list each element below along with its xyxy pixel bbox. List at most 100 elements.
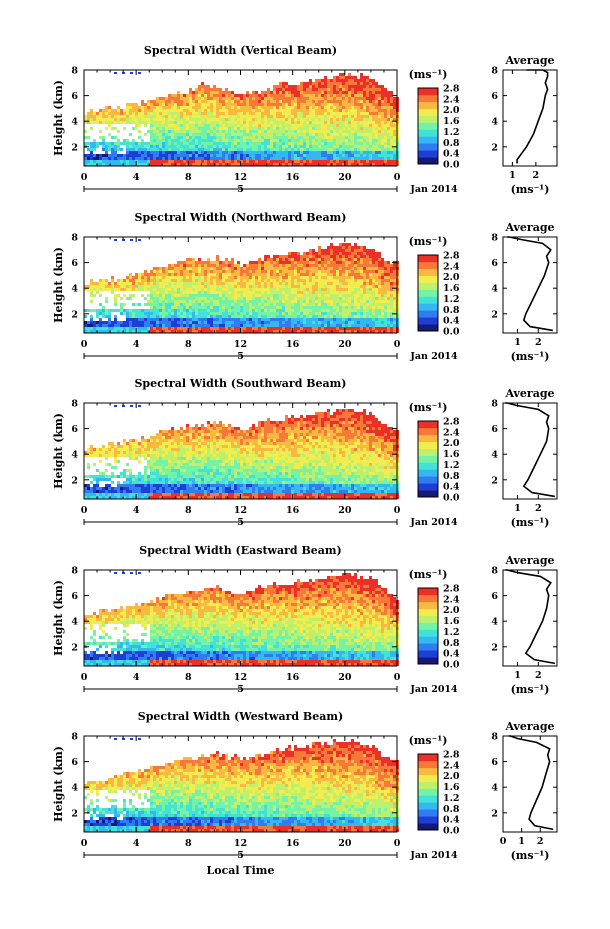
colorbar-swatch — [418, 434, 438, 443]
panel-title: Spectral Width (Southward Beam) — [134, 377, 346, 390]
x-axis-label: Local Time — [207, 864, 275, 877]
average-profile: Average 2 4 6 8 1 2 (ms⁻¹) — [491, 387, 558, 529]
colorbar-tick-label: 2.0 — [443, 105, 460, 116]
average-unit: (ms⁻¹) — [511, 350, 550, 363]
x-tick-label: 12 — [234, 505, 247, 516]
colorbar-swatch — [418, 94, 438, 103]
x-tick-label: 16 — [286, 172, 300, 183]
x-tick-label: 16 — [286, 672, 300, 683]
avg-y-tick-label: 6 — [491, 258, 498, 269]
colorbar-tick-label: 0.0 — [443, 327, 460, 338]
colorbar-swatch — [418, 594, 438, 603]
x-tick-label: 12 — [234, 339, 247, 350]
colorbar: 0.00.40.81.21.62.02.42.8 (ms⁻¹) — [409, 68, 460, 171]
colorbar-swatch — [418, 767, 438, 776]
y-tick-label: 2 — [71, 808, 78, 819]
avg-y-tick-label: 6 — [491, 757, 498, 768]
panel-0: Spectral Width (Vertical Beam)0 4 8 12 16 20 0… — [52, 44, 558, 196]
colorbar-tick-label: 2.4 — [443, 594, 460, 605]
avg-y-tick-label: 8 — [491, 566, 498, 577]
colorbar-tick-label: 1.6 — [443, 116, 460, 127]
x-tick-label: 8 — [185, 339, 192, 350]
colorbar-swatch — [418, 282, 438, 290]
avg-y-tick-label: 2 — [491, 142, 498, 153]
colorbar-tick-label: 0.4 — [443, 815, 460, 826]
avg-x-tick-label: 2 — [537, 836, 544, 847]
average-unit: (ms⁻¹) — [511, 849, 550, 862]
colorbar-tick-label: 0.4 — [443, 149, 460, 160]
colorbar-tick-label: 0.8 — [443, 471, 460, 482]
panel-1: Spectral Width (Northward Beam)0 4 8 12 16 20… — [52, 211, 558, 363]
average-line — [505, 569, 556, 665]
colorbar: 0.00.40.81.21.62.02.42.8 (ms⁻¹) — [409, 235, 460, 338]
y-tick-label: 6 — [71, 757, 78, 768]
colorbar-swatch — [418, 157, 438, 165]
avg-y-tick-label: 4 — [491, 783, 498, 794]
colorbar-frame — [417, 753, 439, 831]
colorbar-unit: (ms⁻¹) — [409, 734, 448, 747]
y-axis-label: Height (km) — [52, 247, 65, 323]
avg-y-tick-label: 8 — [491, 732, 498, 743]
y-tick-label: 2 — [71, 309, 78, 320]
colorbar-swatch — [418, 101, 438, 110]
colorbar-tick-label: 0.4 — [443, 649, 460, 660]
x-tick-label: 8 — [185, 172, 192, 183]
x-tick-label: 4 — [133, 172, 140, 183]
y-axis-label: Height (km) — [52, 80, 65, 156]
x-tick-label: 12 — [234, 172, 247, 183]
average-line — [508, 735, 554, 831]
colorbar-swatch — [418, 448, 438, 456]
x-tick-label: 0 — [81, 672, 88, 683]
colorbar-tick-label: 1.6 — [443, 283, 460, 294]
date-label: Jan 2014 — [409, 184, 458, 195]
colorbar-swatch — [418, 268, 438, 277]
colorbar-tick-label: 0.8 — [443, 638, 460, 649]
colorbar-swatch — [418, 150, 438, 158]
date-day: 5 — [237, 517, 244, 528]
colorbar-unit: (ms⁻¹) — [409, 235, 448, 248]
colorbar-unit: (ms⁻¹) — [409, 68, 448, 81]
avg-x-tick-label: 2 — [533, 170, 540, 181]
y-tick-label: 8 — [71, 66, 78, 77]
avg-y-tick-label: 4 — [491, 617, 498, 628]
x-tick-label: 0 — [81, 339, 88, 350]
y-axis-label: Height (km) — [52, 746, 65, 822]
colorbar-swatch — [418, 802, 438, 810]
avg-y-tick-label: 8 — [491, 233, 498, 244]
x-tick-label: 20 — [338, 505, 352, 516]
colorbar-swatch — [418, 255, 438, 263]
colorbar-tick-label: 0.8 — [443, 804, 460, 815]
colorbar-tick-label: 2.0 — [443, 438, 460, 449]
x-tick-label: 0 — [81, 505, 88, 516]
colorbar-swatch — [418, 476, 438, 484]
x-tick-label: 0 — [394, 672, 401, 683]
average-title: Average — [504, 54, 554, 67]
panel-title: Spectral Width (Vertical Beam) — [144, 44, 337, 57]
colorbar-swatch — [418, 296, 438, 304]
colorbar-frame — [417, 420, 439, 498]
colorbar-swatch — [418, 289, 438, 297]
average-unit: (ms⁻¹) — [511, 183, 550, 196]
y-tick-label: 6 — [71, 591, 78, 602]
average-title: Average — [504, 554, 554, 567]
avg-y-tick-label: 2 — [491, 642, 498, 653]
colorbar-tick-label: 0.0 — [443, 493, 460, 504]
x-tick-label: 8 — [185, 838, 192, 849]
avg-x-tick-label: 2 — [535, 670, 542, 681]
colorbar-unit: (ms⁻¹) — [409, 401, 448, 414]
colorbar-tick-label: 0.8 — [443, 138, 460, 149]
average-unit: (ms⁻¹) — [511, 516, 550, 529]
colorbar-tick-label: 2.4 — [443, 760, 460, 771]
colorbar-tick-label: 2.0 — [443, 605, 460, 616]
y-tick-label: 4 — [71, 117, 78, 128]
colorbar-swatch — [418, 788, 438, 796]
colorbar-tick-label: 1.2 — [443, 793, 460, 804]
x-tick-label: 0 — [81, 838, 88, 849]
avg-x-tick-label: 1 — [518, 836, 525, 847]
average-profile: Average 2 4 6 8 1 2 (ms⁻¹) — [491, 221, 558, 363]
x-tick-label: 0 — [81, 172, 88, 183]
colorbar: 0.00.40.81.21.62.02.42.8 (ms⁻¹) — [409, 568, 460, 671]
date-day: 5 — [237, 184, 244, 195]
colorbar-tick-label: 2.0 — [443, 272, 460, 283]
colorbar-frame — [417, 87, 439, 165]
